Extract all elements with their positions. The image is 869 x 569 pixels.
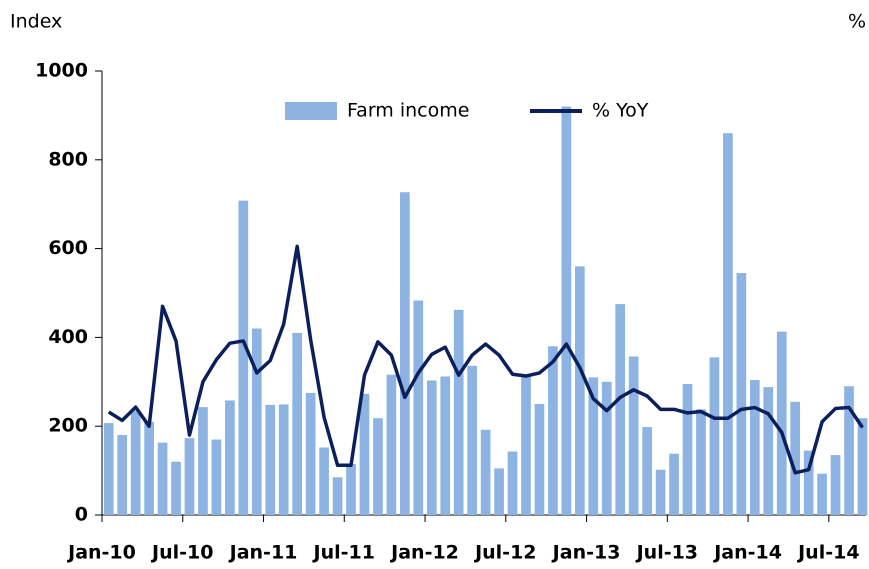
bar bbox=[184, 438, 195, 515]
bar bbox=[103, 423, 114, 515]
bar bbox=[803, 450, 814, 515]
x-tick-label: Jan-13 bbox=[551, 542, 621, 564]
bar bbox=[574, 266, 585, 515]
bar bbox=[642, 427, 652, 515]
bar bbox=[238, 200, 249, 515]
line bbox=[107, 244, 864, 475]
bar bbox=[319, 447, 329, 515]
legend-swatch bbox=[285, 102, 337, 120]
y-tick-label: 800 bbox=[48, 148, 88, 170]
bar bbox=[723, 133, 733, 515]
x-tick-label: Jul-11 bbox=[312, 542, 375, 564]
bar bbox=[467, 365, 477, 515]
bar bbox=[615, 304, 626, 515]
bar bbox=[225, 400, 235, 515]
x-tick-label: Jan-11 bbox=[228, 542, 298, 564]
bar bbox=[830, 455, 841, 515]
bar bbox=[534, 404, 545, 515]
bar bbox=[171, 461, 181, 515]
bar bbox=[292, 332, 303, 515]
bar bbox=[346, 463, 356, 515]
x-tick-label: Jul-10 bbox=[150, 542, 213, 564]
bar bbox=[130, 410, 141, 515]
bar bbox=[507, 451, 518, 515]
legend-label: Farm income bbox=[347, 100, 469, 122]
bar bbox=[561, 106, 572, 516]
y-tick-label: 1000 bbox=[35, 60, 88, 82]
bar bbox=[521, 374, 531, 515]
bar bbox=[682, 384, 693, 515]
bar bbox=[763, 387, 774, 515]
bar bbox=[144, 421, 154, 515]
x-tick-label: Jan-14 bbox=[712, 542, 782, 564]
bar bbox=[265, 404, 276, 515]
bar bbox=[749, 380, 760, 515]
bar bbox=[480, 429, 491, 515]
bar bbox=[386, 374, 397, 515]
bar bbox=[790, 401, 801, 515]
bar bbox=[669, 453, 679, 515]
bar bbox=[278, 404, 289, 515]
x-tick-label: Jul-13 bbox=[635, 542, 698, 564]
bar bbox=[548, 346, 558, 515]
x-tick-label: Jan-12 bbox=[389, 542, 459, 564]
bar bbox=[332, 477, 343, 515]
y-tick-label: 200 bbox=[48, 415, 88, 437]
bar bbox=[655, 469, 666, 515]
y-axis-label: Index bbox=[10, 11, 62, 33]
bar bbox=[736, 273, 747, 515]
bar bbox=[373, 418, 383, 515]
y-tick-label: 600 bbox=[48, 237, 88, 259]
bar bbox=[198, 407, 208, 515]
bar bbox=[453, 309, 464, 515]
bar bbox=[305, 392, 316, 515]
bar bbox=[251, 328, 262, 515]
x-tick-label: Jan-10 bbox=[66, 542, 136, 564]
bar bbox=[211, 439, 222, 515]
legend-label: % YoY bbox=[592, 100, 649, 122]
bar bbox=[844, 386, 854, 515]
bar bbox=[817, 473, 827, 515]
y-tick-label: 0 bbox=[75, 504, 88, 526]
bar bbox=[359, 393, 370, 515]
bar bbox=[588, 377, 599, 515]
bar bbox=[494, 468, 504, 515]
x-tick-label: Jul-12 bbox=[473, 542, 536, 564]
bar bbox=[426, 380, 437, 515]
bar bbox=[440, 376, 451, 515]
bar bbox=[157, 442, 168, 515]
bar bbox=[709, 357, 720, 515]
bar bbox=[776, 331, 787, 515]
bar bbox=[696, 409, 706, 515]
x-tick-label: Jul-14 bbox=[796, 542, 859, 564]
bar bbox=[413, 300, 424, 515]
y2-axis-label: % bbox=[848, 11, 866, 33]
bar bbox=[857, 418, 868, 515]
y-tick-label: 400 bbox=[48, 326, 88, 348]
bar bbox=[117, 435, 128, 515]
bar bbox=[628, 356, 639, 515]
bar bbox=[601, 381, 612, 515]
bar bbox=[400, 192, 410, 515]
